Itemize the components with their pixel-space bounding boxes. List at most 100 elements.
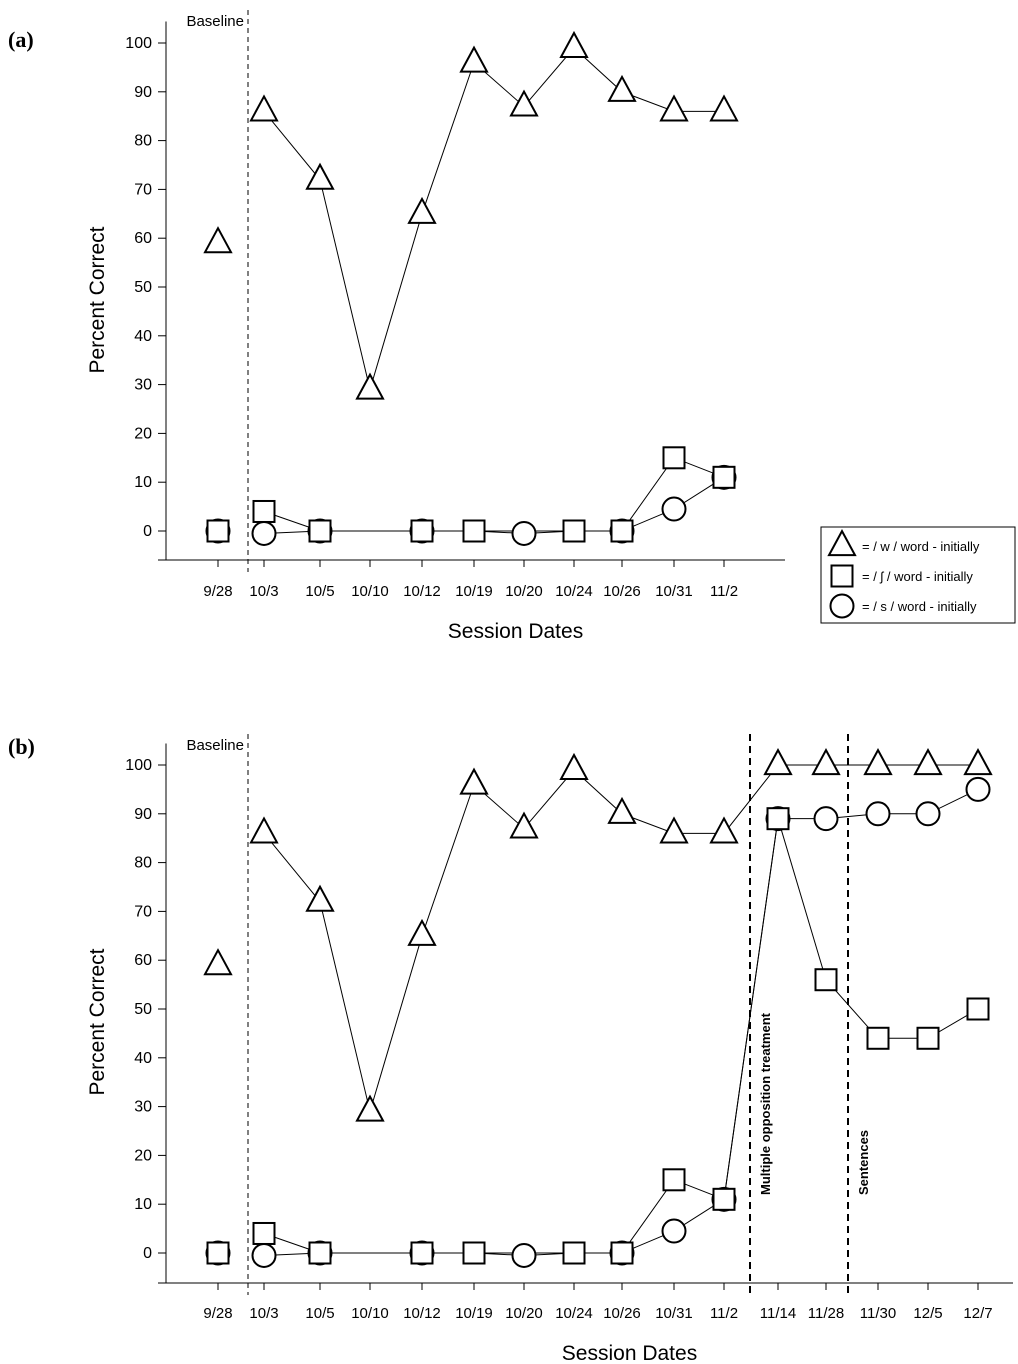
y-tick-label: 80 (134, 133, 152, 150)
data-point-square (206, 1241, 230, 1265)
x-tick-label: 11/30 (860, 1305, 896, 1322)
data-point-square (308, 519, 332, 543)
x-tick-label: 10/5 (305, 1305, 334, 1322)
data-point-triangle (863, 748, 893, 776)
y-tick-label: 70 (134, 181, 152, 198)
phase-label-baseline: Baseline (186, 737, 244, 754)
y-axis-title: Percent Correct (86, 948, 109, 1095)
x-tick-label: 10/3 (249, 1305, 278, 1322)
data-point-triangle (355, 372, 385, 400)
data-point-square (610, 519, 634, 543)
x-tick-label: 10/31 (655, 583, 693, 600)
legend-label: = / w / word - initially (862, 539, 980, 554)
data-point-triangle (509, 89, 539, 117)
data-point-square (252, 1221, 276, 1245)
y-tick-label: 60 (134, 230, 152, 247)
data-point-triangle (811, 748, 841, 776)
x-tick-label: 10/26 (603, 1305, 641, 1322)
data-point-square (814, 968, 838, 992)
y-tick-label: 0 (143, 523, 152, 540)
data-point-circle (661, 496, 687, 522)
data-point-circle (251, 1242, 277, 1268)
phase-label-sentences: Sentences (856, 1130, 871, 1195)
data-point-square (966, 997, 990, 1021)
series-line-triangle (263, 47, 724, 392)
chart-panel-a: (a) 0 10 20 30 40 50 60 70 80 90 100 9/28 10/3 10/5 10/… (8, 10, 785, 643)
y-tick-label: 70 (134, 903, 152, 920)
data-point-triangle (559, 30, 589, 58)
y-tick-label: 10 (134, 1196, 152, 1213)
y-tick-label: 0 (143, 1245, 152, 1262)
data-point-circle (915, 801, 941, 827)
phase-label-treatment: Multiple opposition treatment (758, 1012, 773, 1195)
data-point-square (562, 1241, 586, 1265)
y-tick-label: 100 (125, 757, 152, 774)
y-tick-label: 40 (134, 328, 152, 345)
data-point-circle (813, 806, 839, 832)
y-tick-label: 90 (134, 806, 152, 823)
data-point-square (610, 1241, 634, 1265)
data-point-square (662, 446, 686, 470)
data-point-triangle (459, 45, 489, 73)
data-point-square (410, 1241, 434, 1265)
x-tick-label: 10/19 (455, 1305, 493, 1322)
y-tick-label: 100 (125, 35, 152, 52)
data-point-triangle (559, 752, 589, 780)
panel-label: (b) (8, 734, 35, 759)
data-point-circle (965, 776, 991, 802)
x-tick-label: 9/28 (203, 583, 232, 600)
x-tick-label: 11/28 (808, 1305, 844, 1322)
y-tick-label: 20 (134, 425, 152, 442)
data-point-triangle (607, 796, 637, 824)
data-point-triangle (203, 226, 233, 254)
x-axis-title: Session Dates (562, 1342, 697, 1364)
x-axis-title: Session Dates (448, 620, 583, 643)
data-point-triangle (709, 816, 739, 844)
legend-label: = / ʃ / word - initially (862, 569, 973, 584)
data-point-triangle (659, 816, 689, 844)
data-point-triangle (407, 196, 437, 224)
y-tick-label: 80 (134, 855, 152, 872)
x-tick-label: 10/24 (555, 583, 593, 600)
data-point-square (662, 1168, 686, 1192)
data-point-triangle (607, 74, 637, 102)
data-point-circle (661, 1218, 687, 1244)
data-point-square (252, 499, 276, 523)
x-tick-label: 10/10 (351, 583, 389, 600)
x-tick-label: 10/20 (505, 1305, 543, 1322)
data-point-triangle (659, 94, 689, 122)
data-point-triangle (709, 94, 739, 122)
x-tick-label: 10/3 (249, 583, 278, 600)
x-tick-label: 10/12 (403, 583, 441, 600)
data-point-triangle (407, 918, 437, 946)
data-point-triangle (459, 767, 489, 795)
x-tick-label: 10/19 (455, 583, 493, 600)
series-line-square (422, 818, 979, 1254)
y-tick-label: 10 (134, 474, 152, 491)
data-point-square (712, 1187, 736, 1211)
data-point-circle (511, 1242, 537, 1268)
data-point-square (916, 1026, 940, 1050)
y-tick-label: 40 (134, 1050, 152, 1067)
y-axis-title: Percent Correct (86, 226, 109, 373)
legend: = / w / word - initially = / ʃ / word - i… (820, 526, 1016, 624)
y-tick-label: 60 (134, 952, 152, 969)
data-point-square (766, 807, 790, 831)
data-point-triangle (305, 162, 335, 190)
x-tick-label: 10/20 (505, 583, 543, 600)
data-point-circle (251, 520, 277, 546)
panel-label: (a) (8, 27, 34, 52)
x-tick-label: 11/14 (760, 1305, 796, 1322)
data-point-square (308, 1241, 332, 1265)
x-tick-label: 10/10 (351, 1305, 389, 1322)
data-point-circle (511, 520, 537, 546)
data-point-triangle (249, 94, 279, 122)
data-point-square (866, 1026, 890, 1050)
y-tick-label: 20 (134, 1147, 152, 1164)
data-point-triangle (509, 811, 539, 839)
data-point-triangle (249, 816, 279, 844)
data-point-square (410, 519, 434, 543)
data-point-triangle (305, 884, 335, 912)
legend-label: = / s / word - initially (862, 599, 977, 614)
x-tick-label: 10/24 (555, 1305, 593, 1322)
